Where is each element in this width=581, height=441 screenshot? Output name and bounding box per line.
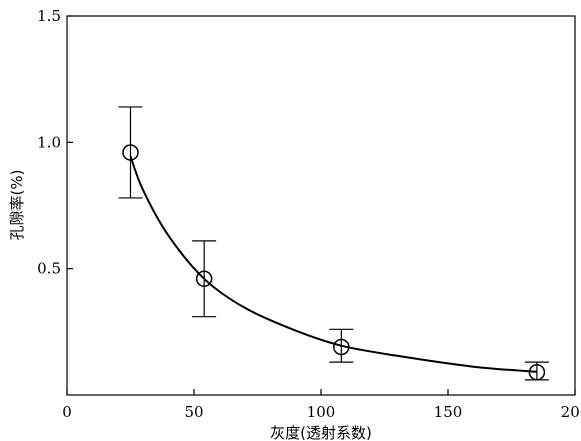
x-axis-ticks: 0 50 100 150 200 xyxy=(62,389,581,421)
x-tick-label: 200 xyxy=(561,403,581,421)
fit-curve-group xyxy=(129,155,537,373)
data-point xyxy=(333,338,350,356)
data-point xyxy=(528,364,546,381)
y-tick-label: 1.0 xyxy=(37,133,61,151)
y-axis-ticks: 0.5 1.0 1.5 xyxy=(37,7,73,278)
error-bars-group xyxy=(118,106,549,381)
x-tick-label: 0 xyxy=(62,403,72,421)
data-point xyxy=(195,270,213,288)
data-points-group xyxy=(122,144,546,381)
x-tick-label: 100 xyxy=(307,403,336,421)
x-tick-label: 150 xyxy=(434,403,463,421)
x-axis-title: 灰度(透射系数) xyxy=(270,424,372,441)
y-tick-label: 1.5 xyxy=(37,7,61,25)
y-axis-title: 孔隙率(%) xyxy=(8,170,26,241)
plot-frame xyxy=(66,15,576,396)
y-tick-label: 0.5 xyxy=(37,260,61,278)
data-point xyxy=(122,144,139,161)
x-tick-label: 50 xyxy=(184,403,203,421)
fit-curve xyxy=(129,155,537,373)
